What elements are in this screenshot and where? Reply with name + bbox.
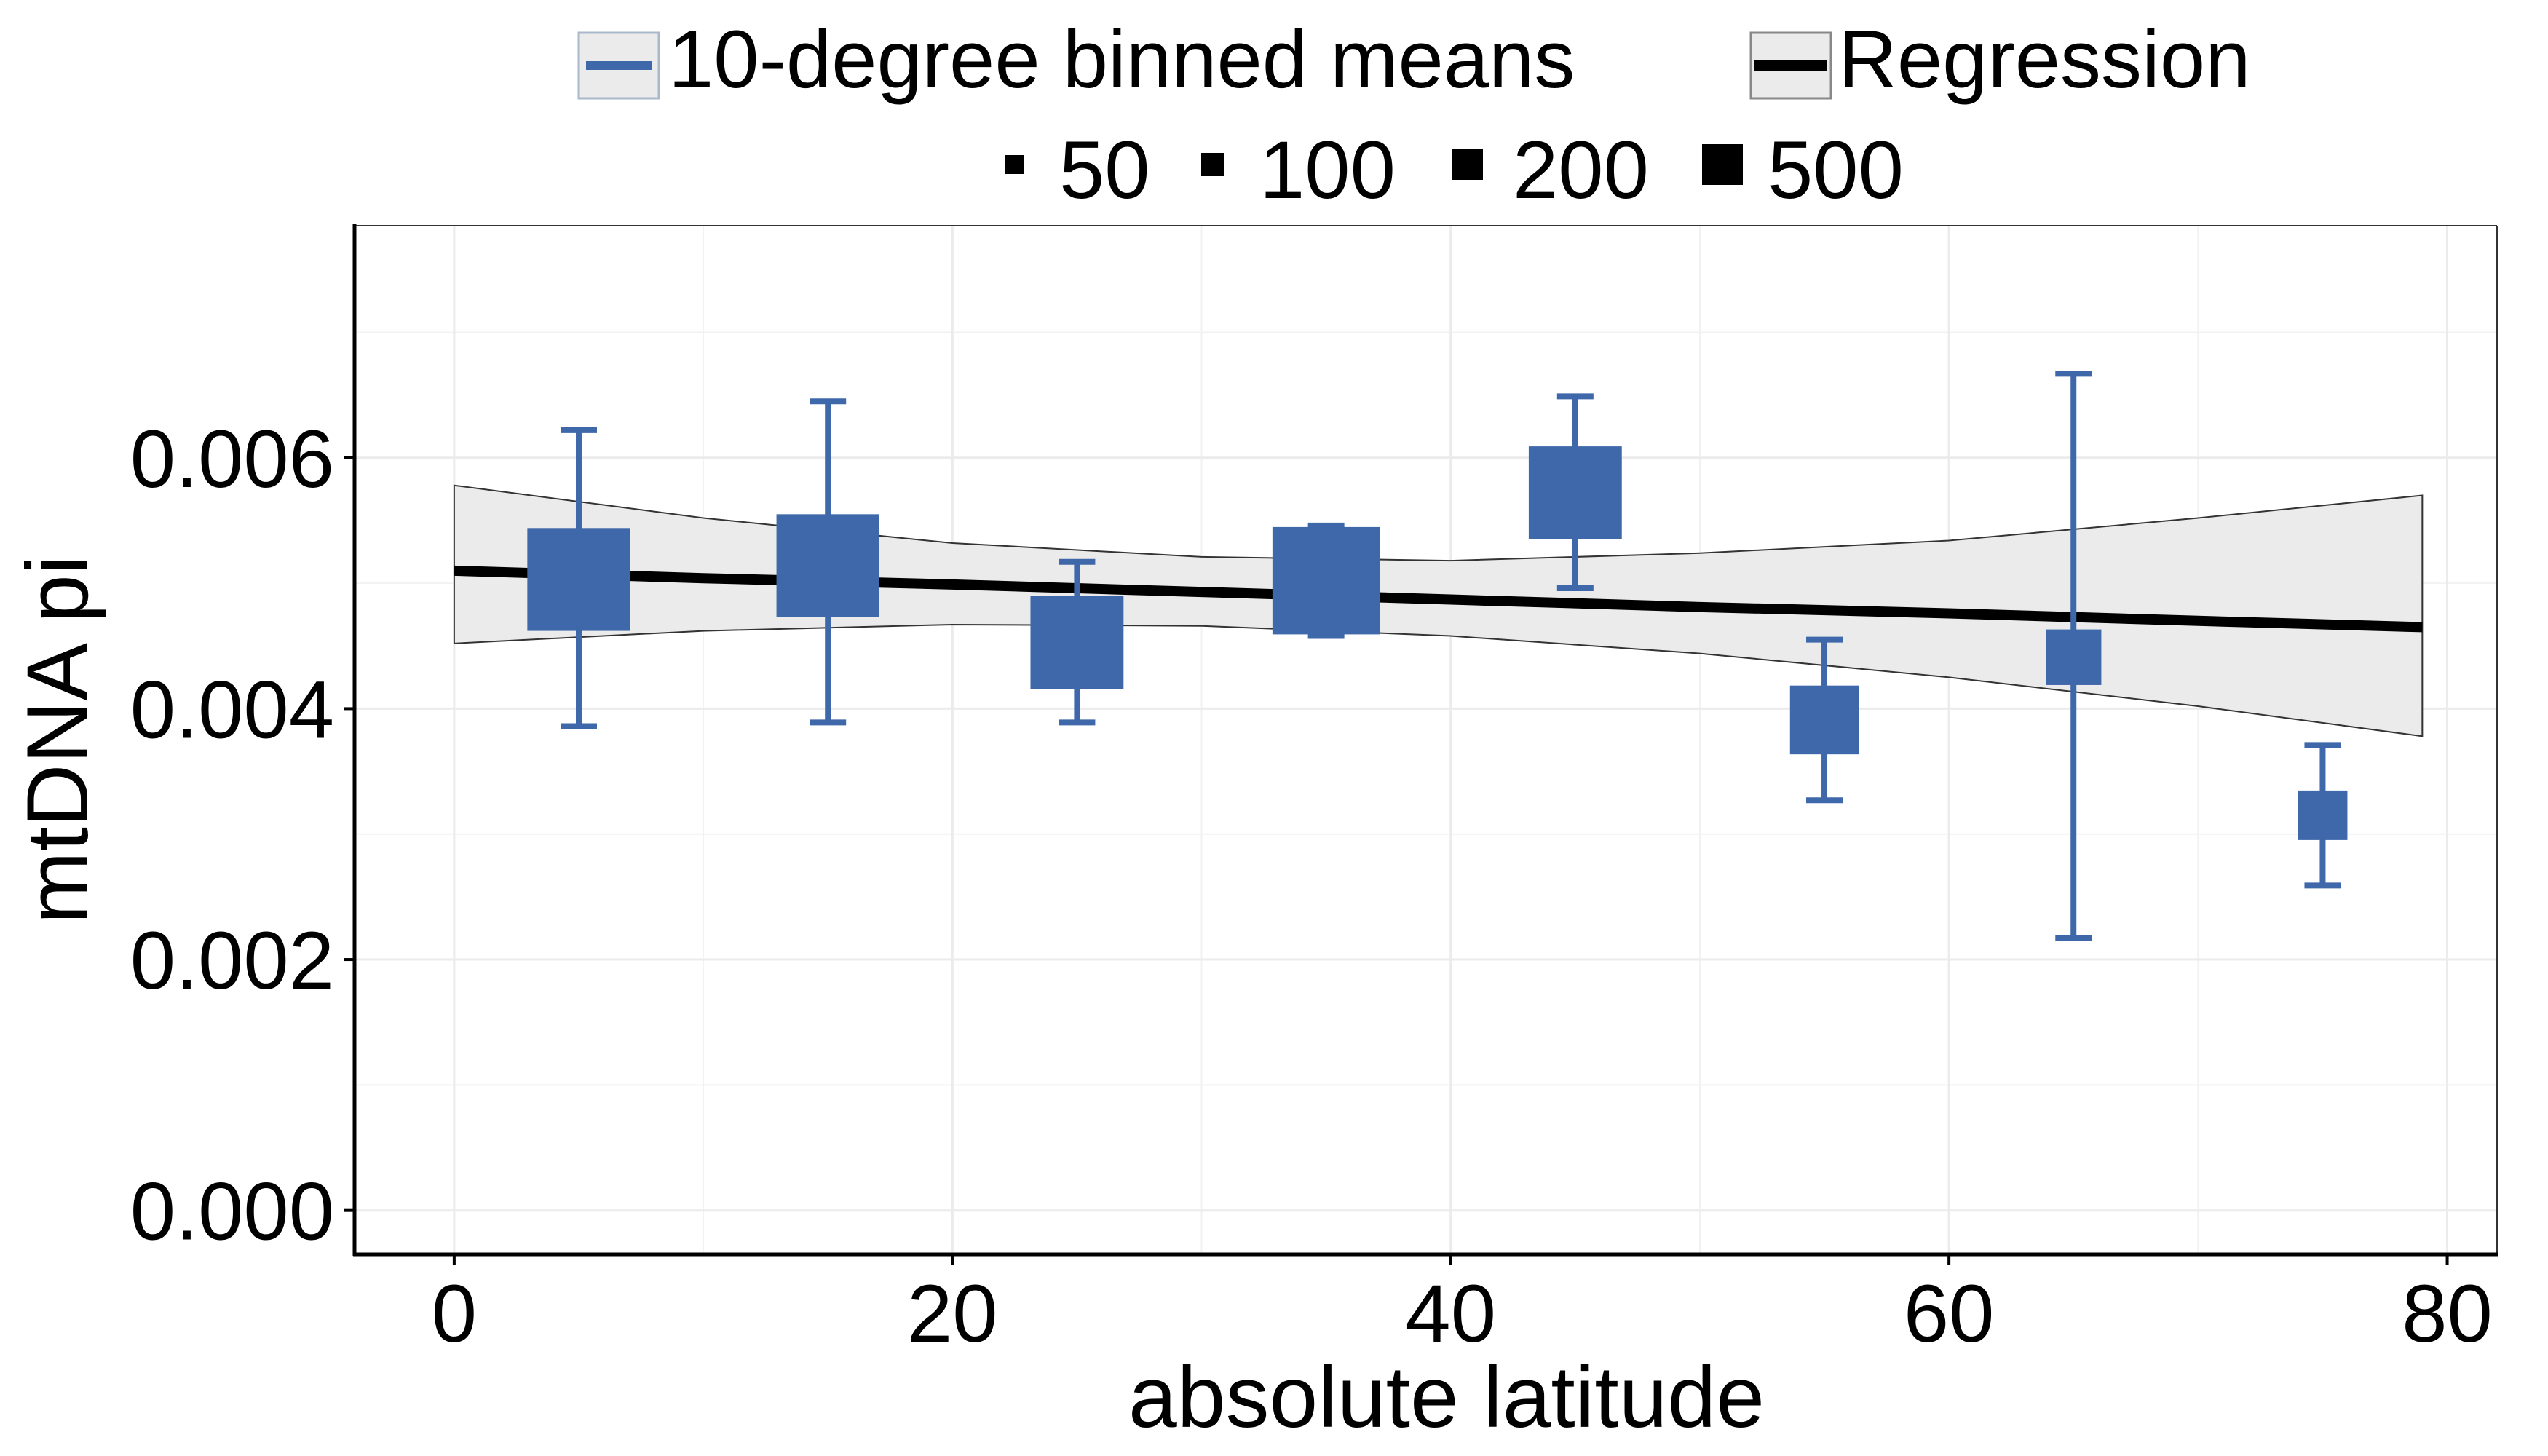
size-legend: 50 100 200 500 <box>1005 124 1904 215</box>
size-key-100 <box>1201 153 1224 176</box>
mean-marker <box>2046 629 2102 685</box>
binned-mean-75 <box>2298 742 2348 889</box>
y-tick-label: 0.006 <box>130 414 334 505</box>
x-tick-label: 0 <box>432 1268 477 1359</box>
binned-mean-45 <box>1528 393 1622 591</box>
x-tick-label: 60 <box>1904 1268 1995 1359</box>
regression-confidence-band <box>453 484 2424 737</box>
size-key-50 <box>1005 155 1024 174</box>
mean-marker <box>527 528 630 631</box>
binned-means <box>527 371 2348 941</box>
plot-panel <box>352 224 2498 1257</box>
y-axis-title: mtDNA pi <box>9 555 106 925</box>
panel-background <box>355 226 2497 1254</box>
grid-major <box>355 226 2497 1254</box>
legend-entry-binned-means: 10-degree binned means <box>577 14 1575 105</box>
legend-label-regression: Regression <box>1838 14 2251 105</box>
y-tick-label: 0.002 <box>130 915 334 1006</box>
binned-mean-25 <box>1030 558 1124 726</box>
mean-marker <box>2298 790 2348 840</box>
size-key-200 <box>1452 149 1483 180</box>
binned-mean-55 <box>1789 636 1859 804</box>
size-key-500 <box>1702 144 1743 185</box>
x-axis-ticks: 0 20 40 60 80 <box>432 1254 2493 1359</box>
y-axis-ticks: 0.000 0.002 0.004 0.006 <box>130 414 355 1257</box>
size-label-100: 100 <box>1259 124 1396 215</box>
y-tick-label: 0.004 <box>130 664 334 755</box>
size-label-200: 200 <box>1513 124 1649 215</box>
x-axis-title: absolute latitude <box>1128 1348 1765 1446</box>
binned-mean-15 <box>776 398 879 726</box>
legend-entry-regression: Regression <box>1749 14 2251 105</box>
binned-mean-65 <box>2046 371 2102 941</box>
legend-label-binned-means: 10-degree binned means <box>668 14 1575 105</box>
size-label-500: 500 <box>1768 124 1904 215</box>
legend: 10-degree binned means Regression 50 100… <box>577 14 2251 215</box>
x-tick-label: 20 <box>907 1268 998 1359</box>
size-label-50: 50 <box>1059 124 1150 215</box>
binned-mean-35 <box>1272 522 1380 639</box>
binned-mean-5 <box>527 427 630 729</box>
mean-marker <box>1789 685 1859 755</box>
x-tick-label: 80 <box>2402 1268 2493 1359</box>
mean-marker <box>1272 526 1380 635</box>
mean-marker <box>1030 596 1124 689</box>
y-tick-label: 0.000 <box>130 1166 334 1257</box>
mean-marker <box>1528 446 1622 539</box>
mean-marker <box>776 514 879 617</box>
x-tick-label: 40 <box>1405 1268 1496 1359</box>
